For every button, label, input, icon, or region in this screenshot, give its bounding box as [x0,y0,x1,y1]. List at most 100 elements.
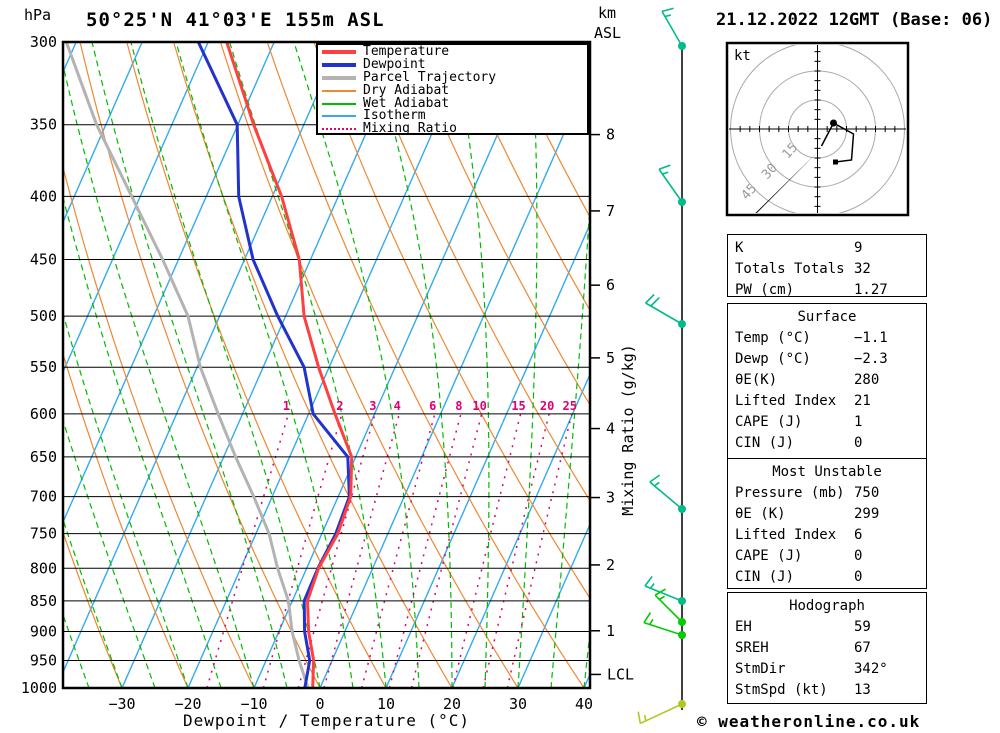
mixing-ratio-value-label: 8 [455,399,462,413]
index-table-most-unstable: Most Unstable Pressure (mb) 750 θE (K) 299 Li… [727,458,927,589]
table-row: CAPE (J) 0 [728,546,926,567]
plot-frame [61,40,592,690]
row-label: CAPE (J) [735,414,803,430]
legend-line-sample [322,115,356,118]
legend-line-sample [322,75,356,80]
pressure-tick-label: 900 [30,622,57,640]
row-label: SREH [735,640,769,656]
legend-item: Dry Adiabat [322,84,587,97]
table-row: Lifted Index 6 [728,525,926,546]
row-value: 0 [854,548,863,564]
legend-line-sample [322,89,356,92]
row-label: θE (K) [735,506,786,522]
pressure-tick-label: 600 [30,405,57,423]
isotherm-line [253,42,539,688]
index-table-surface: Surface Temp (°C) −1.1 Dewp (°C) −2.3 θE(K) 28… [727,303,927,459]
isotherm-line [63,42,275,524]
mixing-ratio-line [410,413,483,688]
temp-tick-label: 30 [509,695,527,713]
row-value: 342° [854,661,888,677]
row-label: StmSpd (kt) [735,682,828,698]
mixing-ratio-value-label: 2 [336,399,343,413]
legend-item: Isotherm [322,109,587,123]
km-tick-label: 4 [606,420,615,438]
run-datetime: 21.12.2022 12GMT (Base: 06) [716,10,993,30]
km-tick-label: 8 [606,126,615,144]
temp-tick-label: 10 [377,695,395,713]
wind-barb [658,164,686,206]
wet-adiabat-line [130,42,321,688]
table-row: Lifted Index 21 [728,391,926,412]
km-tick-label: 6 [606,276,615,294]
table-row: CIN (J) 0 [728,433,926,454]
dry-adiabat-line [266,42,585,688]
legend-line-sample [322,102,356,105]
row-label: CAPE (J) [735,548,803,564]
pressure-tick-label: 800 [30,559,57,577]
pressure-axis-unit: hPa [24,6,52,24]
row-value: 67 [854,640,871,656]
table-row: PW (cm) 1.27 [728,280,926,301]
isotherm-line [63,42,341,674]
wet-adiabat-line [369,42,453,688]
table-row: θE(K) 280 [728,370,926,391]
table-row: Pressure (mb) 750 [728,483,926,504]
wet-adiabat-line [63,612,90,688]
km-tick-label: 2 [606,556,615,574]
altitude-axis-unit-km: km [598,4,617,22]
legend-item-label: Parcel Trajectory [363,69,497,85]
row-label: Totals Totals [735,261,845,277]
row-value: 1.27 [854,282,888,298]
row-value: 1 [854,414,863,430]
table-title: Most Unstable [772,464,882,480]
legend-line-sample [322,63,356,68]
temp-tick-label: −20 [174,695,201,713]
index-table-summary: K 9 Totals Totals 32 PW (cm) 1.27 [727,234,927,298]
pressure-tick-label: 950 [30,651,57,669]
pressure-tick-label: 300 [30,33,57,51]
isotherm-line [385,222,590,688]
wet-adiabat-line [63,517,123,688]
km-tick-label: 1 [606,622,615,640]
x-axis-label: Dewpoint / Temperature (°C) [182,711,471,730]
mixing-ratio-axis-label: Mixing Ratio (g/kg) [619,344,637,516]
altitude-axis-unit-asl: ASL [594,24,622,42]
table-title: Hodograph [789,598,865,614]
legend-item: Wet Adiabat [322,97,587,110]
table-row: EH 59 [728,617,926,638]
km-tick-label: 3 [606,489,615,507]
mixing-ratio-line [388,413,462,688]
row-value: −2.3 [854,351,888,367]
row-label: Lifted Index [735,527,837,543]
dry-adiabat-line [173,42,453,688]
row-value: 13 [854,682,871,698]
pressure-tick-label: 550 [30,358,57,376]
isotherm-line [319,72,590,688]
pressure-tick-label: 1000 [21,679,57,697]
mixing-ratio-value-label: 3 [369,399,376,413]
wet-adiabat-line [451,42,490,688]
legend-item: Parcel Trajectory [322,69,587,85]
table-row: StmSpd (kt) 13 [728,680,926,701]
legend-item-label: Wet Adiabat [363,95,450,111]
wind-barb [645,293,686,328]
km-tick-label: 5 [606,349,615,367]
hodograph-end-marker [833,159,838,165]
mixing-ratio-value-label: 25 [562,399,576,413]
table-row: Totals Totals 32 [728,259,926,280]
legend-item: Temperature [322,45,587,59]
mixing-ratio-value-label: 4 [394,399,401,413]
legend-item-label: Mixing Ratio [363,121,457,137]
wet-adiabat-line [63,311,189,688]
legend-item: Mixing Ratio [322,121,587,137]
table-row: Dewp (°C) −2.3 [728,349,926,370]
row-label: Dewp (°C) [735,351,811,367]
legend-item-label: Dewpoint [363,57,426,73]
wind-barb [649,474,686,513]
chart-legend: Temperature Dewpoint Parcel Trajectory Dry … [316,43,589,135]
temperature-curve [225,42,354,688]
row-label: Temp (°C) [735,330,811,346]
